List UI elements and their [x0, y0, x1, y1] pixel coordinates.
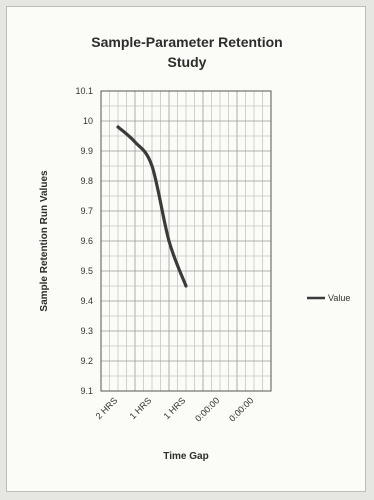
x-tick-label: 2 HRS [94, 395, 120, 421]
x-axis-title: Time Gap [163, 451, 208, 462]
x-tick-label: 0:00:00 [227, 395, 255, 423]
y-tick-label: 9.2 [80, 356, 93, 366]
x-tick-label: 0:00:00 [193, 395, 221, 423]
y-tick-label: 10.1 [75, 86, 93, 96]
plot-area-border [100, 90, 272, 392]
gridlines [101, 91, 271, 391]
legend-label-value: Value [328, 293, 350, 303]
x-tick-label: 1 HRS [162, 395, 188, 421]
x-tick-labels: 2 HRS 1 HRS 1 HRS 0:00:00 0:00:00 [94, 395, 256, 423]
y-tick-label: 9.3 [80, 326, 93, 336]
series-layer [116, 125, 188, 288]
y-tick-labels: 10.1 10 9.9 9.8 9.7 9.6 9.5 9.4 9.3 9.2 9.1 [75, 86, 93, 396]
chart-title-line-1: Sample-Parameter Retention [91, 34, 282, 50]
y-axis-title: Sample Retention Run Values [39, 170, 50, 312]
y-tick-label: 9.6 [80, 236, 93, 246]
chart-svg: Sample-Parameter Retention Study 10.1 10 9… [39, 34, 350, 462]
y-tick-label: 9.1 [80, 386, 93, 396]
x-tick-label: 1 HRS [128, 395, 154, 421]
chart-frame: Sample-Parameter Retention Study 10.1 10 9… [6, 6, 366, 492]
y-tick-label: 10 [83, 116, 93, 126]
y-tick-label: 9.4 [80, 296, 93, 306]
y-tick-label: 9.5 [80, 266, 93, 276]
y-tick-label: 9.7 [80, 206, 93, 216]
legend: Value [307, 293, 350, 303]
y-tick-label: 9.8 [80, 176, 93, 186]
chart-title-line-2: Study [168, 54, 207, 70]
y-tick-label: 9.9 [80, 146, 93, 156]
